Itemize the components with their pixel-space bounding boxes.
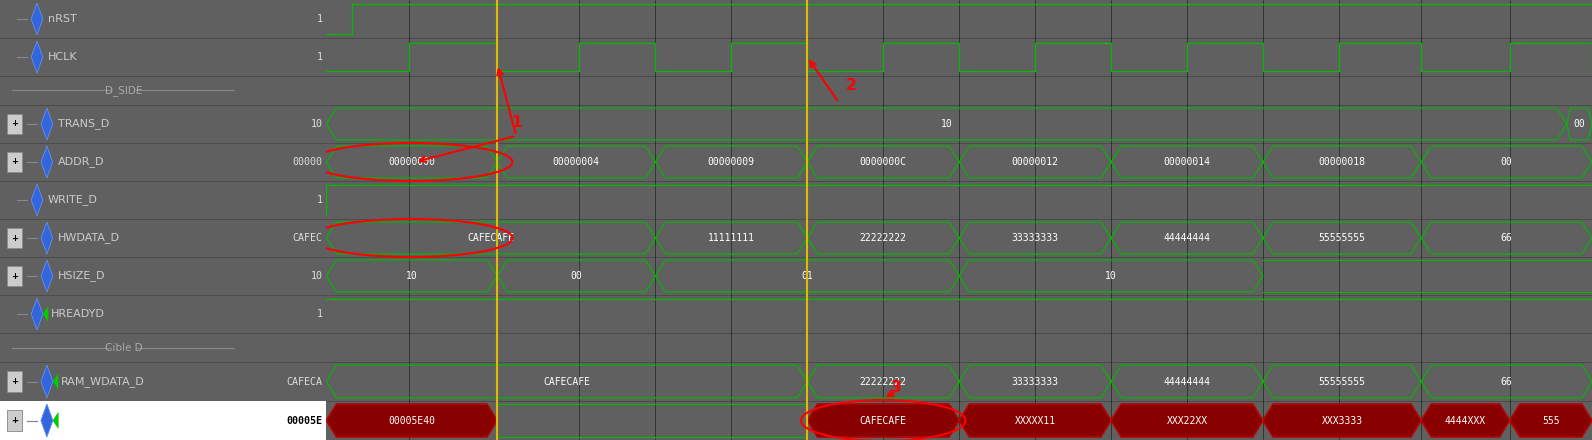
Text: 66: 66	[1501, 377, 1512, 386]
Text: 00: 00	[1573, 119, 1586, 129]
Bar	[8, 151, 22, 172]
Polygon shape	[41, 365, 53, 398]
Text: 44444444: 44444444	[1164, 233, 1210, 243]
Polygon shape	[41, 108, 53, 140]
Text: CAFECAFE: CAFECAFE	[860, 415, 907, 425]
Text: CAFECAFE: CAFECAFE	[543, 377, 591, 386]
Text: 10: 10	[1105, 271, 1118, 281]
Text: 44444444: 44444444	[1164, 377, 1210, 386]
Text: XXX22XX: XXX22XX	[1167, 415, 1208, 425]
Text: 00000009: 00000009	[708, 157, 755, 167]
Text: 22222222: 22222222	[860, 233, 907, 243]
Polygon shape	[1422, 404, 1509, 437]
Text: 00005E: 00005E	[287, 415, 322, 425]
Bar	[8, 266, 22, 286]
Text: 00005E40: 00005E40	[388, 415, 435, 425]
Text: D_SIDE: D_SIDE	[105, 85, 142, 96]
Text: HRDATA_D: HRDATA_D	[62, 415, 126, 425]
Polygon shape	[32, 3, 43, 35]
Polygon shape	[41, 146, 53, 178]
Text: 33333333: 33333333	[1011, 377, 1059, 386]
Text: RAM_WDATA_D: RAM_WDATA_D	[62, 376, 145, 387]
Polygon shape	[43, 306, 48, 322]
Text: 1: 1	[317, 195, 322, 205]
Text: 2: 2	[847, 77, 856, 92]
Polygon shape	[41, 404, 53, 437]
Text: 00005E: 00005E	[287, 415, 322, 425]
Bar	[8, 371, 22, 392]
Text: XXX3333: XXX3333	[1321, 415, 1363, 425]
Text: +: +	[11, 158, 18, 166]
Text: 1: 1	[511, 115, 522, 130]
Text: 10: 10	[310, 271, 322, 281]
Polygon shape	[32, 41, 43, 73]
Text: nRST: nRST	[48, 14, 76, 24]
Text: HWDATA_D: HWDATA_D	[57, 233, 119, 243]
Text: 00000: 00000	[293, 157, 322, 167]
Text: 00: 00	[570, 271, 583, 281]
Text: CAFECA: CAFECA	[287, 377, 322, 386]
Polygon shape	[326, 404, 497, 437]
Text: 55555555: 55555555	[1318, 377, 1366, 386]
Polygon shape	[41, 222, 53, 254]
Text: 3: 3	[890, 380, 901, 395]
Polygon shape	[53, 412, 59, 429]
Bar	[8, 410, 22, 431]
Text: HRDATA_D: HRDATA_D	[62, 415, 126, 425]
Polygon shape	[41, 260, 53, 292]
Polygon shape	[958, 404, 1111, 437]
Text: 33333333: 33333333	[1011, 233, 1059, 243]
Text: XXXXX11: XXXXX11	[1014, 415, 1055, 425]
Text: HREADYD: HREADYD	[51, 309, 105, 319]
Polygon shape	[41, 404, 53, 437]
Bar	[8, 227, 22, 249]
Bar	[8, 114, 22, 135]
Polygon shape	[53, 373, 59, 390]
Text: CAFECAFE: CAFECAFE	[468, 233, 514, 243]
Text: Cible D: Cible D	[105, 342, 142, 352]
Text: 00: 00	[1501, 157, 1512, 167]
Text: 55555555: 55555555	[1318, 233, 1366, 243]
Polygon shape	[32, 298, 43, 330]
Polygon shape	[1509, 404, 1592, 437]
Bar	[0, 401, 247, 440]
Text: 00000000: 00000000	[388, 157, 435, 167]
Polygon shape	[1262, 404, 1422, 437]
Text: TRANS_D: TRANS_D	[57, 118, 108, 129]
Polygon shape	[32, 184, 43, 216]
Text: +: +	[11, 271, 18, 281]
Text: 22222222: 22222222	[860, 377, 907, 386]
Text: 10: 10	[310, 119, 322, 129]
Text: HCLK: HCLK	[48, 52, 78, 62]
Text: 10: 10	[941, 119, 952, 129]
Polygon shape	[1111, 404, 1262, 437]
Bar	[247, 401, 326, 440]
Text: 00000018: 00000018	[1318, 157, 1366, 167]
Polygon shape	[53, 412, 59, 429]
Text: 11111111: 11111111	[708, 233, 755, 243]
Text: 66: 66	[1501, 233, 1512, 243]
Text: 1: 1	[317, 309, 322, 319]
Text: ADDR_D: ADDR_D	[57, 157, 103, 168]
Text: 555: 555	[1543, 415, 1560, 425]
Text: 00000014: 00000014	[1164, 157, 1210, 167]
Text: +: +	[11, 416, 18, 425]
Text: WRITE_D: WRITE_D	[48, 194, 97, 205]
Text: 4444XXX: 4444XXX	[1446, 415, 1485, 425]
Text: +: +	[11, 234, 18, 242]
Text: 10: 10	[406, 271, 417, 281]
Polygon shape	[807, 404, 958, 437]
Text: HSIZE_D: HSIZE_D	[57, 271, 105, 282]
Text: CAFEC: CAFEC	[293, 233, 322, 243]
Text: 01: 01	[801, 271, 814, 281]
Text: +: +	[11, 120, 18, 128]
Text: +: +	[11, 416, 18, 425]
Bar	[8, 410, 22, 431]
Text: 0000000C: 0000000C	[860, 157, 907, 167]
Text: +: +	[11, 377, 18, 386]
Text: 00000012: 00000012	[1011, 157, 1059, 167]
Text: 1: 1	[317, 52, 322, 62]
Text: 1: 1	[317, 14, 322, 24]
Text: 00000004: 00000004	[552, 157, 600, 167]
